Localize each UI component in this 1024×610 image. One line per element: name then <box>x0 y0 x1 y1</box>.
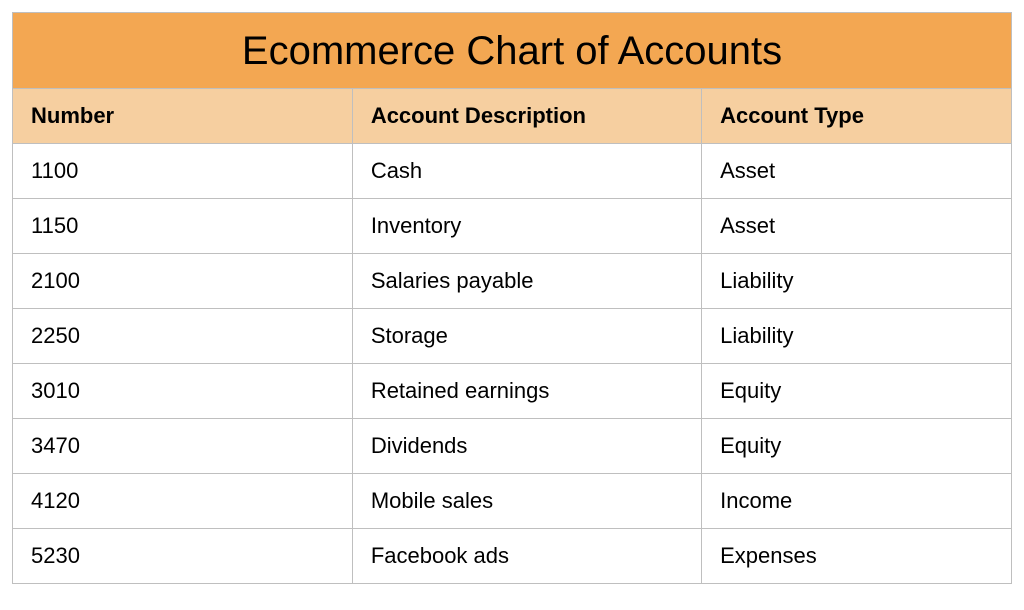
table-row: 3010 Retained earnings Equity <box>13 364 1011 419</box>
cell-description: Storage <box>352 309 701 364</box>
table-header-row: Number Account Description Account Type <box>13 89 1011 144</box>
cell-description: Facebook ads <box>352 529 701 584</box>
table-body: 1100 Cash Asset 1150 Inventory Asset 210… <box>13 144 1011 584</box>
accounts-table-container: Ecommerce Chart of Accounts Number Accou… <box>12 12 1012 584</box>
cell-number: 1100 <box>13 144 352 199</box>
cell-type: Expenses <box>702 529 1011 584</box>
cell-description: Retained earnings <box>352 364 701 419</box>
cell-type: Liability <box>702 254 1011 309</box>
table-title: Ecommerce Chart of Accounts <box>242 29 782 73</box>
cell-number: 2100 <box>13 254 352 309</box>
cell-number: 3010 <box>13 364 352 419</box>
cell-type: Asset <box>702 144 1011 199</box>
col-header-number: Number <box>13 89 352 144</box>
table-row: 1150 Inventory Asset <box>13 199 1011 254</box>
col-header-type: Account Type <box>702 89 1011 144</box>
cell-description: Cash <box>352 144 701 199</box>
table-row: 2250 Storage Liability <box>13 309 1011 364</box>
cell-type: Equity <box>702 419 1011 474</box>
cell-number: 5230 <box>13 529 352 584</box>
cell-number: 3470 <box>13 419 352 474</box>
cell-type: Liability <box>702 309 1011 364</box>
cell-number: 2250 <box>13 309 352 364</box>
cell-type: Equity <box>702 364 1011 419</box>
cell-type: Income <box>702 474 1011 529</box>
col-header-description: Account Description <box>352 89 701 144</box>
cell-description: Dividends <box>352 419 701 474</box>
table-row: 3470 Dividends Equity <box>13 419 1011 474</box>
cell-description: Salaries payable <box>352 254 701 309</box>
cell-description: Mobile sales <box>352 474 701 529</box>
table-row: 5230 Facebook ads Expenses <box>13 529 1011 584</box>
cell-number: 4120 <box>13 474 352 529</box>
cell-description: Inventory <box>352 199 701 254</box>
table-row: 2100 Salaries payable Liability <box>13 254 1011 309</box>
accounts-table: Number Account Description Account Type … <box>13 89 1011 583</box>
table-row: 1100 Cash Asset <box>13 144 1011 199</box>
cell-type: Asset <box>702 199 1011 254</box>
cell-number: 1150 <box>13 199 352 254</box>
table-header: Number Account Description Account Type <box>13 89 1011 144</box>
table-title-bar: Ecommerce Chart of Accounts <box>13 13 1011 89</box>
table-row: 4120 Mobile sales Income <box>13 474 1011 529</box>
